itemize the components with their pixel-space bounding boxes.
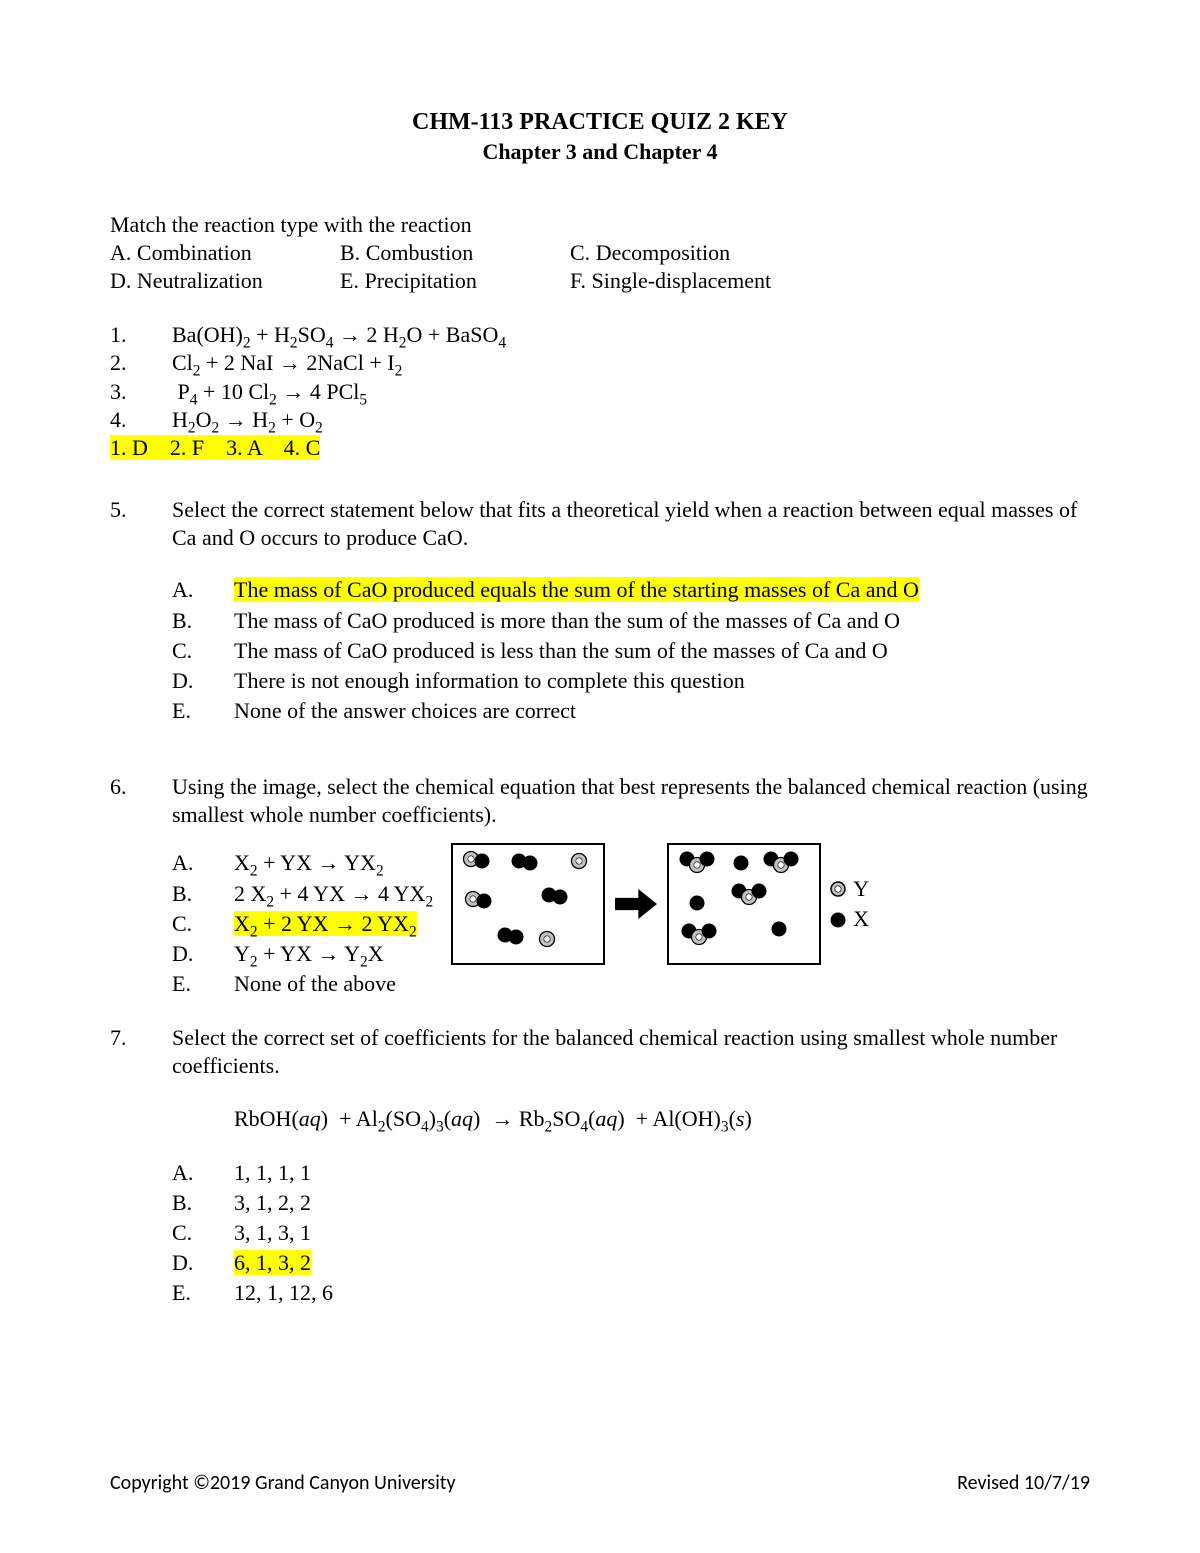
match-opt-e: E. Precipitation (340, 267, 570, 295)
q7-opt-b: B.3, 1, 2, 2 (172, 1189, 1090, 1217)
match-opt-a: A. Combination (110, 239, 340, 267)
q7-opt-e: E.12, 1, 12, 6 (172, 1279, 1090, 1307)
q5-opt-a: A.The mass of CaO produced equals the su… (172, 576, 1090, 604)
q7-opt-a: A.1, 1, 1, 1 (172, 1159, 1090, 1187)
reaction-3-eq: P4 + 10 Cl2 → 4 PCl5 (172, 378, 367, 406)
page: CHM-113 PRACTICE QUIZ 2 KEY Chapter 3 an… (0, 0, 1200, 1553)
reaction-1: 1. Ba(OH)2 + H2SO4 → 2 H2O + BaSO4 (110, 321, 1090, 349)
match-opt-c: C. Decomposition (570, 239, 800, 267)
reaction-box-right (667, 843, 821, 965)
doc-title: CHM-113 PRACTICE QUIZ 2 KEY (110, 108, 1090, 137)
reaction-arrow-icon (613, 887, 659, 921)
match-opt-d: D. Neutralization (110, 267, 340, 295)
match-opt-f: F. Single-displacement (570, 267, 800, 295)
q6-opt-b: B.2 X2 + 4 YX → 4 YX2 (172, 880, 433, 908)
doc-subtitle: Chapter 3 and Chapter 4 (110, 139, 1090, 165)
reaction-list: 1. Ba(OH)2 + H2SO4 → 2 H2O + BaSO4 2. Cl… (110, 321, 1090, 462)
q5-opt-b: B.The mass of CaO produced is more than … (172, 607, 1090, 635)
match-options-row-1: A. Combination B. Combustion C. Decompos… (110, 239, 1090, 267)
footer: Copyright ©2019 Grand Canyon University … (110, 1471, 1090, 1495)
q6: 6. Using the image, select the chemical … (110, 773, 1090, 998)
q6-opt-e: E.None of the above (172, 970, 433, 998)
q5-opt-d: D.There is not enough information to com… (172, 667, 1090, 695)
q5-text: Select the correct statement below that … (172, 496, 1090, 552)
q7-text: Select the correct set of coefficients f… (172, 1024, 1090, 1080)
legend-x-icon (829, 911, 847, 929)
match-answers: 1. D 2. F 3. A 4. C (110, 434, 1090, 462)
q6-opt-c: C.X2 + 2 YX → 2 YX2 (172, 910, 433, 938)
match-options-row-2: D. Neutralization E. Precipitation F. Si… (110, 267, 1090, 295)
footer-left: Copyright ©2019 Grand Canyon University (110, 1471, 456, 1495)
q5-opt-c: C.The mass of CaO produced is less than … (172, 637, 1090, 665)
reaction-1-eq: Ba(OH)2 + H2SO4 → 2 H2O + BaSO4 (172, 321, 506, 349)
match-intro: Match the reaction type with the reactio… (110, 211, 1090, 239)
footer-right: Revised 10/7/19 (957, 1471, 1090, 1495)
q7: 7. Select the correct set of coefficient… (110, 1024, 1090, 1307)
reaction-3: 3. P4 + 10 Cl2 → 4 PCl5 (110, 378, 1090, 406)
q7-opt-d: D.6, 1, 3, 2 (172, 1249, 1090, 1277)
reaction-4: 4. H2O2 → H2 + O2 (110, 406, 1090, 434)
reaction-box-left (451, 843, 605, 965)
q6-diagram: Y X (451, 843, 869, 965)
q5: 5. Select the correct statement below th… (110, 496, 1090, 725)
legend-y-icon (829, 880, 847, 898)
q7-opt-c: C.3, 1, 3, 1 (172, 1219, 1090, 1247)
reaction-4-eq: H2O2 → H2 + O2 (172, 406, 323, 434)
match-opt-b: B. Combustion (340, 239, 570, 267)
q6-opt-d: D.Y2 + YX → Y2X (172, 940, 433, 968)
legend: Y X (829, 874, 869, 936)
q5-opt-e: E.None of the answer choices are correct (172, 697, 1090, 725)
q7-equation: RbOH(aq) + Al2(SO4)3(aq) → Rb2SO4(aq) + … (234, 1105, 1090, 1133)
q6-opt-a: A.X2 + YX → YX2 (172, 849, 433, 877)
reaction-2: 2. Cl2 + 2 NaI → 2NaCl + I2 (110, 349, 1090, 377)
q6-text: Using the image, select the chemical equ… (172, 773, 1090, 829)
reaction-2-eq: Cl2 + 2 NaI → 2NaCl + I2 (172, 349, 402, 377)
